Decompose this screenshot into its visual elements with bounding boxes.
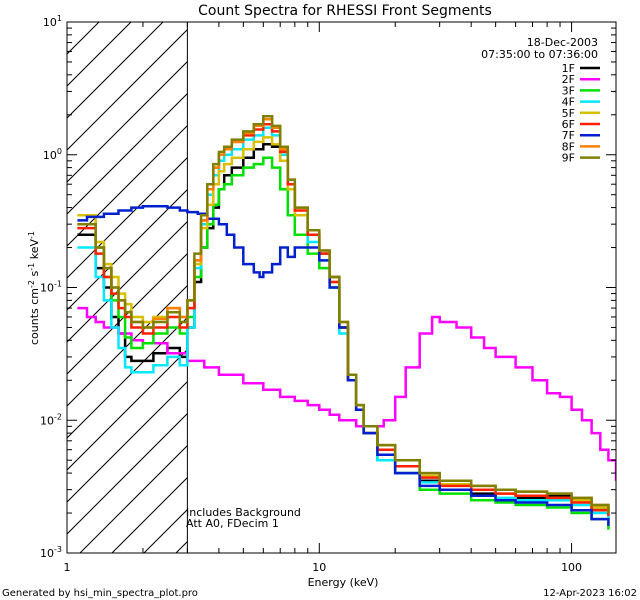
hatch-line xyxy=(67,284,188,407)
series-line-4f xyxy=(77,126,610,520)
x-tick-label: 10 xyxy=(312,561,326,574)
x-tick-label: 100 xyxy=(561,561,582,574)
legend: 18-Dec-2003 07:35:00 to 07:36:00 1F2F3F4… xyxy=(481,36,600,165)
hatch-line xyxy=(67,252,188,375)
legend-label-9f: 9F xyxy=(562,152,575,165)
hatch-line xyxy=(67,412,188,535)
y-tick-label: 100 xyxy=(43,147,62,162)
plot-frame xyxy=(66,21,617,554)
hatch-line xyxy=(67,92,188,215)
x-axis-label: Energy (keV) xyxy=(308,576,379,589)
hatch-line xyxy=(67,22,164,119)
hatch-line xyxy=(67,60,188,183)
y-tick-label: 101 xyxy=(43,14,62,29)
legend-label-8f: 8F xyxy=(562,140,575,153)
legend-label-5f: 5F xyxy=(562,107,575,120)
hatch-line xyxy=(67,188,188,311)
hatch-line xyxy=(67,380,188,503)
legend-label-4f: 4F xyxy=(562,96,575,109)
legend-label-6f: 6F xyxy=(562,118,575,131)
y-tick-label: 10-1 xyxy=(40,280,62,295)
hatched-region xyxy=(67,22,188,553)
series-line-3f xyxy=(77,156,610,530)
y-axis-label: counts cm-2 s-1 keV-1 xyxy=(27,231,41,345)
x-tick-label: 1 xyxy=(64,561,71,574)
series-line-9f xyxy=(77,114,610,513)
legend-label-7f: 7F xyxy=(562,129,575,142)
series-layer xyxy=(77,114,616,530)
legend-label-3f: 3F xyxy=(562,84,575,97)
legend-time-range: 07:35:00 to 07:36:00 xyxy=(481,48,598,61)
legend-label-1f: 1F xyxy=(562,62,575,75)
legend-label-2f: 2F xyxy=(562,73,575,86)
hatch-line xyxy=(67,220,188,343)
hatch-line xyxy=(67,28,188,151)
footer-timestamp: 12-Apr-2023 16:02 xyxy=(543,588,637,599)
series-line-5f xyxy=(77,136,610,513)
footer-generated-by: Generated by hsi_min_spectra_plot.pro xyxy=(2,588,198,599)
chart-title: Count Spectra for RHESSI Front Segments xyxy=(198,3,492,19)
annotation-attenuator: Att A0, FDecim 1 xyxy=(186,517,279,530)
y-tick-label: 10-3 xyxy=(40,545,62,560)
svg-text:counts cm-2 s-1 keV-1: counts cm-2 s-1 keV-1 xyxy=(27,231,41,345)
hatch-line xyxy=(79,444,188,553)
series-line-7f xyxy=(77,204,610,526)
y-tick-label: 10-2 xyxy=(40,412,62,427)
axis-ticks: 1 10 100 101 100 10-1 10-2 10-3 xyxy=(40,14,616,574)
legend-date: 18-Dec-2003 xyxy=(527,36,598,49)
annotation-background: Includes Background xyxy=(186,506,301,519)
hatch-line xyxy=(67,348,188,471)
